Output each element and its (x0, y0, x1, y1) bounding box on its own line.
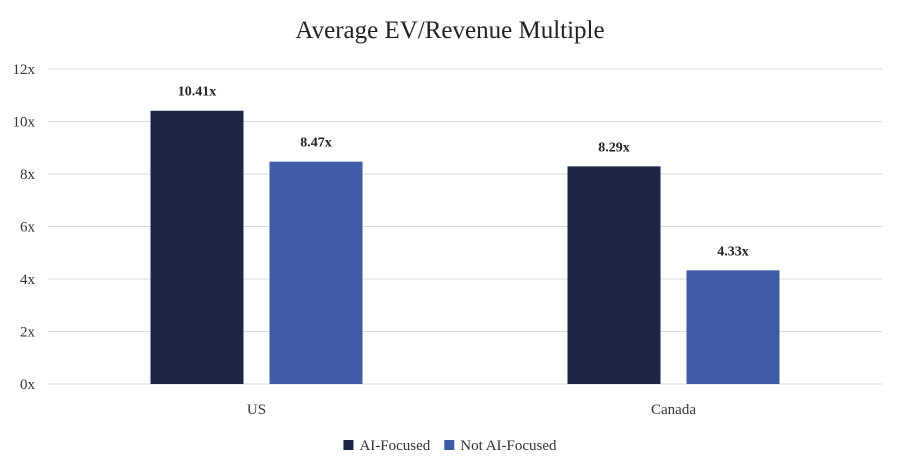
chart-title: Average EV/Revenue Multiple (295, 17, 604, 44)
legend-label: Not AI-Focused (460, 438, 557, 454)
bar-us-not-ai-focused (269, 161, 363, 384)
data-label: 8.47x (300, 136, 332, 151)
bars (150, 110, 780, 385)
data-labels: 10.41x 8.47x 8.29x 4.33x (178, 85, 749, 260)
bar-us-ai-focused (150, 110, 244, 385)
data-label: 10.41x (178, 85, 217, 100)
y-tick-label: 10x (13, 115, 36, 131)
data-label: 8.29x (598, 140, 630, 155)
bar-canada-ai-focused (567, 166, 661, 384)
y-tick-label: 0x (20, 377, 36, 393)
legend-swatch (343, 440, 354, 450)
legend-swatch (444, 440, 455, 450)
y-tick-label: 12x (13, 62, 36, 78)
legend-label: AI-Focused (359, 438, 430, 454)
legend: AI-Focused Not AI-Focused (343, 438, 557, 454)
y-axis-tick-labels: 0x 2x 4x 6x 8x 10x 12x (13, 62, 36, 393)
x-axis-category-labels: US Canada (247, 402, 696, 418)
y-tick-label: 4x (20, 272, 36, 288)
y-tick-label: 2x (20, 325, 36, 341)
data-label: 4.33x (717, 244, 749, 259)
y-tick-label: 8x (20, 167, 36, 183)
bar-canada-not-ai-focused (686, 270, 780, 384)
category-label: US (247, 402, 266, 418)
category-label: Canada (651, 402, 696, 418)
y-tick-label: 6x (20, 220, 36, 236)
